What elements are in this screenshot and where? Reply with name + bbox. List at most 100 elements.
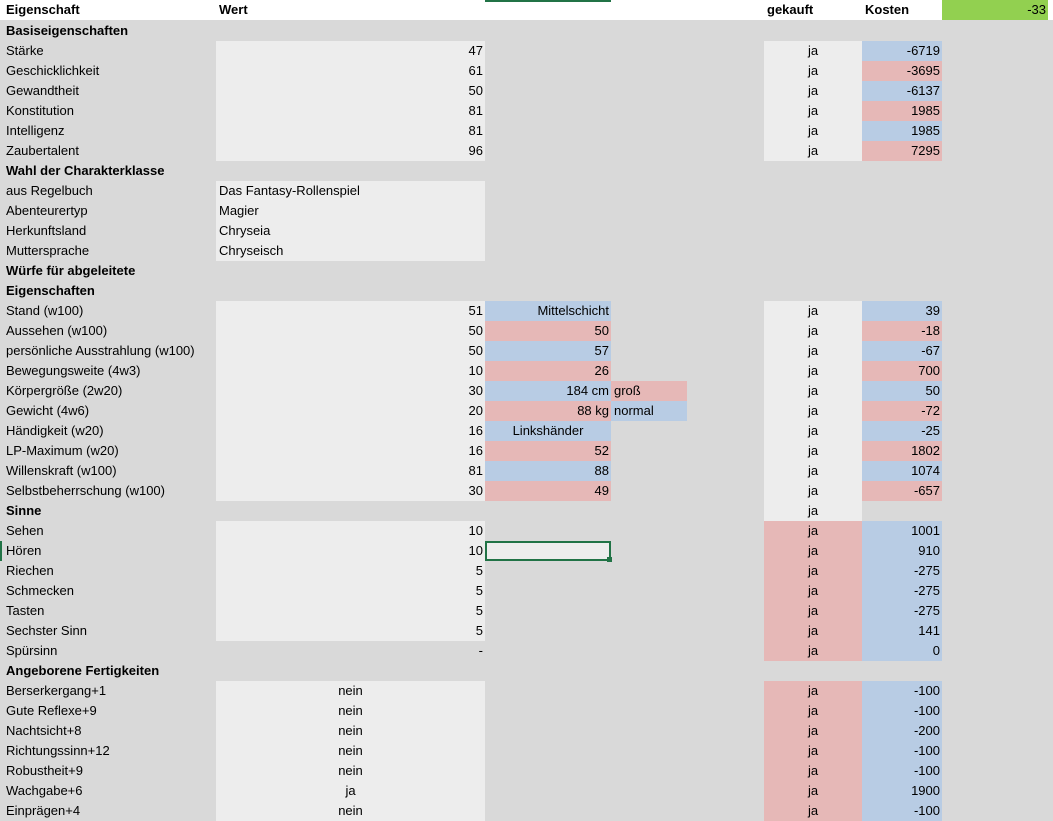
cost-cell[interactable]: 1001: [862, 521, 942, 541]
value-cell[interactable]: ja: [216, 781, 485, 801]
value-cell[interactable]: 20: [216, 401, 485, 421]
property-name-cell[interactable]: Einprägen+4: [6, 803, 81, 818]
purchased-cell[interactable]: ja: [764, 361, 862, 381]
property-name-cell[interactable]: Stärke: [6, 43, 44, 58]
purchased-cell[interactable]: ja: [764, 481, 862, 501]
cost-cell[interactable]: -6719: [862, 41, 942, 61]
cost-cell[interactable]: -18: [862, 321, 942, 341]
derived-value-cell[interactable]: 50: [485, 321, 611, 341]
value-cell[interactable]: Chryseia: [216, 221, 485, 241]
purchased-cell[interactable]: ja: [764, 341, 862, 361]
value-cell[interactable]: 16: [216, 441, 485, 461]
section-title[interactable]: Eigenschaften: [6, 283, 95, 298]
value-cell[interactable]: 96: [216, 141, 485, 161]
property-name-cell[interactable]: Nachtsicht+8: [6, 723, 82, 738]
purchased-cell[interactable]: ja: [764, 401, 862, 421]
value-cell[interactable]: 30: [216, 481, 485, 501]
value-cell[interactable]: nein: [216, 761, 485, 781]
value-cell[interactable]: 50: [216, 341, 485, 361]
property-name-cell[interactable]: Gute Reflexe+9: [6, 703, 97, 718]
fill-handle[interactable]: [607, 557, 612, 562]
derived-value-cell[interactable]: 88: [485, 461, 611, 481]
purchased-cell[interactable]: ja: [764, 421, 862, 441]
cost-cell[interactable]: 1074: [862, 461, 942, 481]
property-name-cell[interactable]: Richtungssinn+12: [6, 743, 110, 758]
purchased-cell[interactable]: ja: [764, 101, 862, 121]
cost-cell[interactable]: 1802: [862, 441, 942, 461]
cost-cell[interactable]: -100: [862, 681, 942, 701]
section-title[interactable]: Angeborene Fertigkeiten: [6, 663, 160, 678]
cost-cell[interactable]: -25: [862, 421, 942, 441]
value-cell[interactable]: 61: [216, 61, 485, 81]
derived-value-cell[interactable]: 184 cm: [485, 381, 611, 401]
cost-cell[interactable]: 1985: [862, 121, 942, 141]
value-cell[interactable]: Chryseisch: [216, 241, 485, 261]
cost-cell[interactable]: 910: [862, 541, 942, 561]
property-name-cell[interactable]: Bewegungsweite (4w3): [6, 363, 141, 378]
property-name-cell[interactable]: persönliche Ausstrahlung (w100): [6, 343, 195, 358]
property-name-cell[interactable]: Gewandtheit: [6, 83, 79, 98]
property-name-cell[interactable]: Selbstbeherrschung (w100): [6, 483, 165, 498]
property-name-cell[interactable]: Zaubertalent: [6, 143, 79, 158]
cost-cell[interactable]: -100: [862, 801, 942, 821]
property-name-cell[interactable]: Hören: [6, 543, 42, 558]
purchased-cell[interactable]: ja: [764, 641, 862, 661]
value-cell[interactable]: Das Fantasy-Rollenspiel: [216, 181, 485, 201]
value-cell[interactable]: 16: [216, 421, 485, 441]
purchased-cell[interactable]: ja: [764, 61, 862, 81]
property-name-cell[interactable]: Gewicht (4w6): [6, 403, 90, 418]
property-name-cell[interactable]: Muttersprache: [6, 243, 90, 258]
property-name-cell[interactable]: Intelligenz: [6, 123, 65, 138]
cost-cell[interactable]: 7295: [862, 141, 942, 161]
header-wert[interactable]: Wert: [219, 2, 248, 17]
cost-cell[interactable]: -67: [862, 341, 942, 361]
cost-cell[interactable]: 1900: [862, 781, 942, 801]
property-name-cell[interactable]: Tasten: [6, 603, 45, 618]
purchased-cell[interactable]: ja: [764, 441, 862, 461]
property-name-cell[interactable]: Körpergröße (2w20): [6, 383, 123, 398]
property-name-cell[interactable]: Riechen: [6, 563, 54, 578]
derived-value-cell[interactable]: 88 kg: [485, 401, 611, 421]
value-cell[interactable]: 81: [216, 101, 485, 121]
value-cell[interactable]: -: [478, 643, 483, 658]
cost-cell[interactable]: -275: [862, 601, 942, 621]
purchased-cell[interactable]: ja: [764, 321, 862, 341]
value-cell[interactable]: 10: [216, 541, 485, 561]
cost-cell[interactable]: -275: [862, 561, 942, 581]
section-title[interactable]: Würfe für abgeleitete: [6, 263, 136, 278]
value-cell[interactable]: 10: [216, 521, 485, 541]
header-eigenschaft[interactable]: Eigenschaft: [6, 2, 80, 17]
purchased-cell[interactable]: ja: [764, 381, 862, 401]
property-name-cell[interactable]: Wachgabe+6: [6, 783, 83, 798]
category-cell[interactable]: groß: [611, 381, 687, 401]
derived-value-cell[interactable]: Mittelschicht: [485, 301, 611, 321]
property-name-cell[interactable]: Herkunftsland: [6, 223, 87, 238]
value-cell[interactable]: 5: [216, 581, 485, 601]
purchased-cell[interactable]: ja: [764, 761, 862, 781]
value-cell[interactable]: 50: [216, 81, 485, 101]
value-cell[interactable]: 10: [216, 361, 485, 381]
property-name-cell[interactable]: Spürsinn: [6, 643, 58, 658]
cost-cell[interactable]: -72: [862, 401, 942, 421]
property-name-cell[interactable]: Händigkeit (w20): [6, 423, 104, 438]
purchased-cell[interactable]: ja: [764, 501, 862, 521]
value-cell[interactable]: 5: [216, 601, 485, 621]
property-name-cell[interactable]: Konstitution: [6, 103, 74, 118]
cost-cell[interactable]: 700: [862, 361, 942, 381]
property-name-cell[interactable]: Schmecken: [6, 583, 74, 598]
value-cell[interactable]: 81: [216, 461, 485, 481]
value-cell[interactable]: 51: [216, 301, 485, 321]
purchased-cell[interactable]: ja: [764, 141, 862, 161]
cost-cell[interactable]: 0: [862, 641, 942, 661]
purchased-cell[interactable]: ja: [764, 801, 862, 821]
cost-cell[interactable]: 50: [862, 381, 942, 401]
cost-cell[interactable]: -6137: [862, 81, 942, 101]
header-kosten[interactable]: Kosten: [865, 2, 910, 17]
value-cell[interactable]: nein: [216, 701, 485, 721]
purchased-cell[interactable]: ja: [764, 81, 862, 101]
value-cell[interactable]: nein: [216, 721, 485, 741]
value-cell[interactable]: nein: [216, 681, 485, 701]
value-cell[interactable]: 81: [216, 121, 485, 141]
purchased-cell[interactable]: ja: [764, 521, 862, 541]
cost-cell[interactable]: 1985: [862, 101, 942, 121]
